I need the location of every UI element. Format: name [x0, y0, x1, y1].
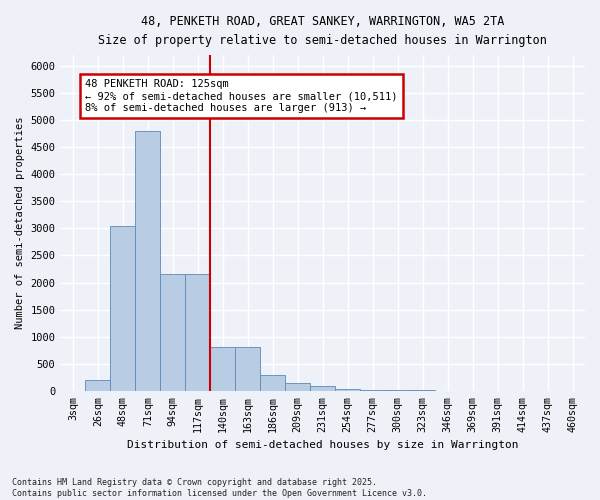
Bar — [285, 382, 310, 391]
Bar — [160, 274, 185, 391]
Bar — [360, 390, 385, 391]
Text: Contains HM Land Registry data © Crown copyright and database right 2025.
Contai: Contains HM Land Registry data © Crown c… — [12, 478, 427, 498]
Text: 48 PENKETH ROAD: 125sqm
← 92% of semi-detached houses are smaller (10,511)
8% of: 48 PENKETH ROAD: 125sqm ← 92% of semi-de… — [85, 80, 398, 112]
Bar — [136, 131, 160, 391]
X-axis label: Distribution of semi-detached houses by size in Warrington: Distribution of semi-detached houses by … — [127, 440, 518, 450]
Bar — [310, 386, 335, 391]
Bar — [260, 374, 285, 391]
Bar — [335, 389, 360, 391]
Bar — [85, 380, 110, 391]
Title: 48, PENKETH ROAD, GREAT SANKEY, WARRINGTON, WA5 2TA
Size of property relative to: 48, PENKETH ROAD, GREAT SANKEY, WARRINGT… — [98, 15, 547, 47]
Bar — [385, 390, 410, 391]
Y-axis label: Number of semi-detached properties: Number of semi-detached properties — [15, 116, 25, 329]
Bar — [210, 348, 235, 391]
Bar — [185, 274, 210, 391]
Bar — [110, 226, 136, 391]
Bar — [235, 348, 260, 391]
